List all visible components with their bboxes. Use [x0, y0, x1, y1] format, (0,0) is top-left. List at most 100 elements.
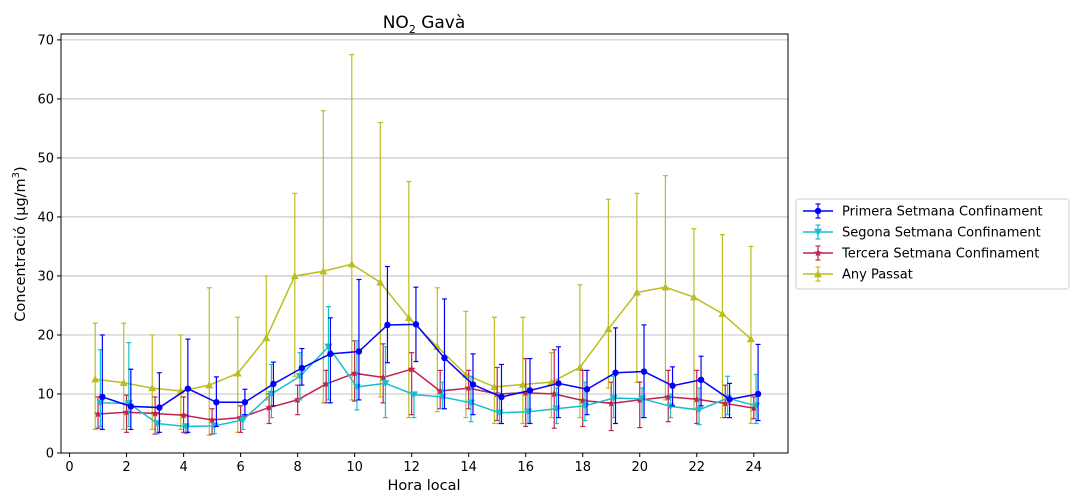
y-axis: 0 10 20 30 40 50 60 70	[37, 33, 61, 462]
data-point	[632, 288, 641, 296]
data-point	[669, 382, 676, 389]
data-point	[298, 364, 306, 372]
x-axis: 0 2 4 6 8 10 12 14 16 18 20 22 24	[65, 453, 762, 475]
x-tick-label: 16	[517, 460, 534, 475]
data-point	[270, 380, 277, 388]
data-point	[526, 387, 534, 394]
data-point	[689, 293, 698, 301]
data-point	[518, 380, 527, 388]
data-point	[726, 396, 733, 403]
data-point	[547, 378, 556, 386]
x-tick-label: 14	[460, 460, 477, 475]
data-point	[575, 363, 584, 371]
x-tick-label: 10	[346, 460, 363, 475]
x-tick-label: 22	[688, 460, 705, 475]
data-point	[746, 335, 755, 343]
data-point	[238, 416, 247, 424]
legend-label: Tercera Setmana Confinament	[841, 247, 1039, 262]
data-point	[412, 321, 420, 328]
data-point	[127, 403, 135, 410]
data-point	[555, 380, 562, 387]
data-point	[578, 396, 587, 404]
data-point	[91, 375, 100, 383]
y-tick-label: 70	[37, 33, 54, 48]
plot-area	[60, 33, 789, 454]
data-point	[148, 384, 157, 392]
data-point	[404, 313, 413, 322]
data-point	[265, 403, 274, 411]
data-point	[322, 379, 331, 388]
x-tick-label: 6	[236, 460, 244, 475]
data-point	[607, 399, 616, 407]
data-point	[156, 404, 163, 411]
x-tick-label: 18	[574, 460, 591, 475]
x-tick-label: 12	[403, 460, 420, 475]
y-axis-label: Concentració (µg/m3)	[11, 166, 29, 321]
y-tick-label: 10	[37, 387, 54, 402]
x-tick-label: 20	[631, 460, 648, 475]
legend-entry: Tercera Setmana Confinament	[803, 245, 1039, 262]
data-point	[604, 325, 613, 333]
series-line	[100, 345, 757, 428]
data-point	[99, 393, 106, 401]
data-point	[205, 381, 214, 389]
x-tick-label: 4	[179, 460, 187, 475]
legend-label: Primera Setmana Confinament	[842, 205, 1043, 220]
data-point	[376, 278, 385, 286]
data-point	[151, 409, 160, 417]
data-point	[692, 395, 701, 403]
data-point	[695, 406, 704, 414]
y-tick-label: 20	[37, 328, 54, 343]
data-point	[498, 393, 505, 401]
legend-swatch-marker	[814, 228, 822, 236]
x-axis-label: Hora local	[387, 478, 460, 494]
legend: Primera Setmana Confinament Segona Setman…	[795, 198, 1070, 290]
data-point	[436, 386, 445, 395]
data-point	[381, 380, 390, 388]
legend-swatch-marker	[814, 248, 822, 257]
data-point	[213, 399, 220, 406]
data-point	[721, 399, 730, 407]
data-point	[262, 333, 271, 342]
data-point	[583, 386, 591, 393]
data-point	[184, 385, 192, 392]
legend-entry: Segona Setmana Confinament	[803, 224, 1041, 241]
data-point	[119, 378, 128, 386]
data-point	[441, 354, 448, 362]
x-tick-label: 24	[746, 460, 763, 475]
data-point	[661, 283, 670, 291]
data-point	[697, 376, 705, 384]
data-point	[718, 309, 727, 317]
data-point	[347, 260, 356, 268]
legend-frame	[795, 198, 1070, 290]
data-point	[122, 408, 131, 416]
data-point	[490, 382, 499, 391]
series-line	[102, 323, 759, 409]
data-point	[469, 381, 477, 388]
data-point	[233, 369, 242, 377]
data-point	[290, 271, 299, 280]
data-point	[355, 348, 363, 355]
data-point	[208, 415, 217, 424]
data-point	[319, 267, 328, 275]
y-tick-label: 0	[46, 447, 54, 462]
legend-entry: Primera Setmana Confinament	[803, 203, 1043, 220]
data-point	[407, 365, 416, 373]
legend-swatch-marker	[814, 270, 822, 278]
x-tick-label: 2	[122, 460, 130, 475]
data-point	[521, 388, 530, 397]
data-point	[384, 321, 391, 329]
data-point	[241, 399, 249, 406]
y-tick-label: 60	[37, 92, 54, 107]
y-tick-label: 40	[37, 210, 54, 225]
series-layer	[91, 54, 762, 436]
data-point	[754, 390, 762, 398]
data-point	[179, 411, 188, 419]
data-point	[664, 392, 673, 401]
data-point	[464, 383, 473, 392]
data-point	[94, 409, 103, 418]
data-point	[350, 369, 359, 377]
series-any-passat	[91, 54, 755, 436]
data-point	[327, 350, 334, 358]
